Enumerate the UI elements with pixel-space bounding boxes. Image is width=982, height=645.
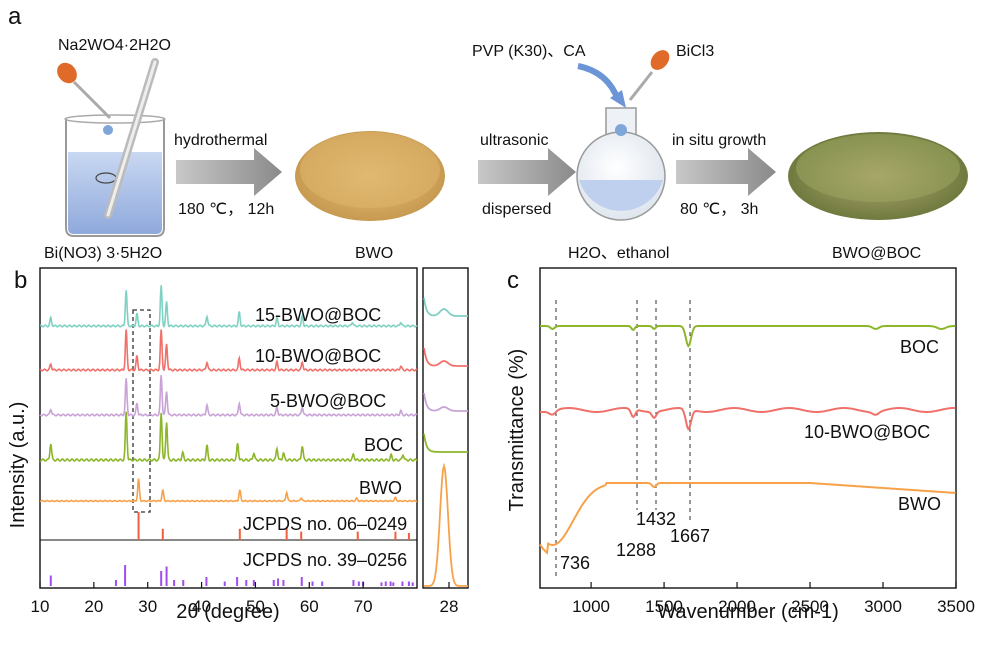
panel-c-letter: c: [507, 267, 519, 294]
xrd-highlight-box: [132, 309, 151, 513]
arrow-right-icon: [478, 148, 576, 196]
dropper-icon: [628, 50, 670, 101]
step1-top-label: hydrothermal: [174, 132, 267, 149]
x-tick-label: 30: [138, 597, 157, 616]
bwo-powder-disc: [295, 131, 445, 221]
xrd-x-ticks: 10 20 30 40 50 60 70: [31, 582, 373, 616]
beaker-icon: [64, 114, 166, 237]
panel-c: c Transmittance (%) 1000 1500 2000 2500 3000…: [506, 267, 975, 623]
reagent-right-label: BiCl3: [676, 43, 714, 60]
step3-top-label: in situ growth: [672, 132, 766, 149]
curved-arrow-icon: [577, 63, 621, 102]
inset-curve: [423, 297, 468, 317]
ftir-annotation-1288: 1288: [616, 540, 656, 560]
ftir-plot-frame: [539, 267, 957, 589]
x-tick-label: 3000: [864, 597, 902, 616]
x-tick-label: 10: [31, 597, 50, 616]
x-tick-label: 3500: [937, 597, 975, 616]
arrow-right-icon: [176, 148, 282, 196]
xrd-series-line: [39, 478, 417, 503]
xrd-inset-curves: [423, 297, 468, 587]
ftir-label-10-bwo-boc: 10-BWO@BOC: [804, 422, 930, 442]
inset-curve: [423, 347, 468, 367]
arrow-head-icon: [610, 90, 626, 108]
x-tick-label: 50: [246, 597, 265, 616]
product1-label: BWO: [355, 245, 393, 262]
xrd-reference-group: [49, 512, 414, 586]
reference-label-06-0249: JCPDS no. 06–0249: [243, 514, 407, 534]
ftir-annotation-1667: 1667: [670, 526, 710, 546]
bwo-boc-composite-disc: [788, 132, 968, 220]
panel-a-letter: a: [8, 3, 22, 30]
xrd-inset-frame: [422, 267, 469, 589]
x-tick-label: 70: [354, 597, 373, 616]
product2-label: BWO@BOC: [832, 245, 921, 262]
xrd-inset-tick-label: 28: [440, 597, 459, 616]
inset-curve: [423, 392, 468, 412]
ftir-x-axis-label: Wavenumber (cm-1): [657, 601, 839, 623]
x-tick-label: 1000: [572, 597, 610, 616]
xrd-y-axis-label: Intensity (a.u.): [7, 402, 29, 529]
x-tick-label: 60: [300, 597, 319, 616]
reagents-middle-label: PVP (K30)、CA: [472, 43, 586, 60]
panel-a: a Na2WO4·2H2O Bi(NO3) 3·5H2O hydrotherma…: [8, 3, 968, 262]
step3-bottom-label: 80 ℃， 3h: [680, 201, 758, 218]
ftir-y-axis-label: Transmittance (%): [506, 349, 528, 512]
step2-top-label: ultrasonic: [480, 132, 548, 149]
x-tick-label: 40: [192, 597, 211, 616]
glass-rod-icon: [104, 58, 159, 219]
series-label-15-bwo-boc: 15-BWO@BOC: [255, 305, 381, 325]
xrd-series-line: [39, 329, 418, 372]
series-label-10-bwo-boc: 10-BWO@BOC: [255, 346, 381, 366]
series-label-boc: BOC: [364, 435, 403, 455]
x-tick-label: 2500: [791, 597, 829, 616]
round-flask-icon: [576, 107, 666, 221]
ftir-x-ticks: 1000 1500 2000 2500 3000 3500: [572, 582, 975, 616]
ftir-label-bwo: BWO: [898, 494, 941, 514]
reagent-left-label: Na2WO4·2H2O: [58, 37, 171, 54]
x-tick-label: 20: [84, 597, 103, 616]
panel-b: b Intensity (a.u.) 10 20 30 40 50 60 70 15-BWO…: [7, 267, 469, 623]
xrd-series-group: [39, 285, 418, 503]
xrd-series-line: [39, 411, 418, 462]
ftir-series-bwo: [539, 482, 956, 555]
inset-curve: [423, 433, 468, 453]
series-label-5-bwo-boc: 5-BWO@BOC: [270, 391, 386, 411]
xrd-series-line: [39, 285, 418, 328]
inset-curve: [424, 462, 468, 587]
dropper-icon: [57, 62, 113, 135]
precursor-left-label: Bi(NO3) 3·5H2O: [44, 245, 162, 262]
ftir-annotation-1432: 1432: [636, 509, 676, 529]
ftir-label-boc: BOC: [900, 337, 939, 357]
reference-label-39-0256: JCPDS no. 39–0256: [243, 550, 407, 570]
ftir-reference-lines: [555, 300, 691, 580]
xrd-plot-frame: [39, 267, 418, 589]
solvent-label: H2O、ethanol: [568, 245, 669, 262]
series-label-bwo: BWO: [359, 478, 402, 498]
step1-bottom-label: 180 ℃， 12h: [178, 201, 274, 218]
ftir-series-10-bwo-boc: [540, 407, 956, 431]
step2-bottom-label: dispersed: [482, 201, 551, 218]
ftir-series-boc: [540, 325, 956, 348]
xrd-series-line: [39, 375, 418, 417]
panel-b-letter: b: [14, 267, 27, 294]
ftir-annotation-736: 736: [560, 553, 590, 573]
xrd-x-axis-label: 2θ (degree): [176, 601, 279, 623]
arrow-right-icon: [676, 148, 776, 196]
x-tick-label: 2000: [718, 597, 756, 616]
x-tick-label: 1500: [645, 597, 683, 616]
